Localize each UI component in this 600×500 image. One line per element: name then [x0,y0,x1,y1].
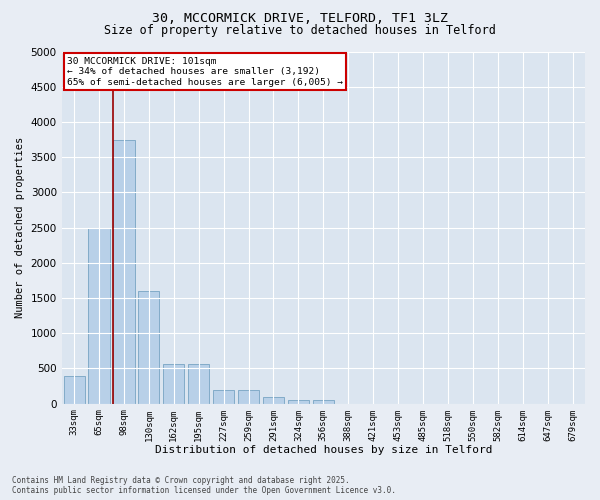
Y-axis label: Number of detached properties: Number of detached properties [15,137,25,318]
Text: 30, MCCORMICK DRIVE, TELFORD, TF1 3LZ: 30, MCCORMICK DRIVE, TELFORD, TF1 3LZ [152,12,448,26]
Bar [88,228,110,404]
Text: Size of property relative to detached houses in Telford: Size of property relative to detached ho… [104,24,496,37]
Bar [64,376,85,404]
Bar [263,396,284,404]
Text: Contains HM Land Registry data © Crown copyright and database right 2025.
Contai: Contains HM Land Registry data © Crown c… [12,476,396,495]
Bar [238,390,259,404]
Bar [288,400,309,404]
Text: 30 MCCORMICK DRIVE: 101sqm
← 34% of detached houses are smaller (3,192)
65% of s: 30 MCCORMICK DRIVE: 101sqm ← 34% of deta… [67,57,343,86]
Bar [313,400,334,404]
X-axis label: Distribution of detached houses by size in Telford: Distribution of detached houses by size … [155,445,492,455]
Bar [138,291,160,404]
Bar [163,364,184,404]
Bar [213,390,234,404]
Bar [188,364,209,404]
Bar [113,140,134,404]
